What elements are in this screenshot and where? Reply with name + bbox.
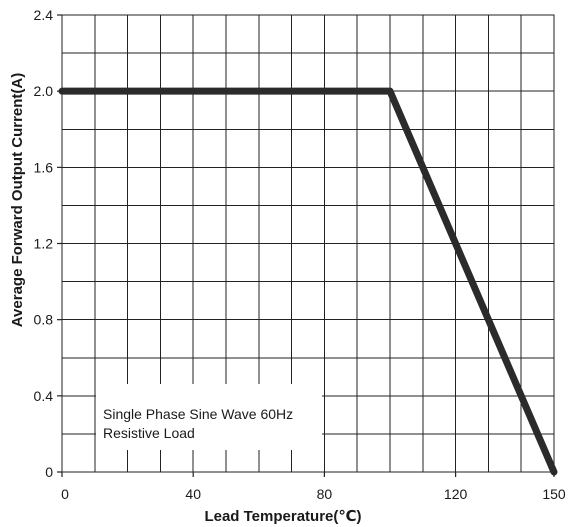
x-tick-label: 40 [185, 486, 201, 502]
annotation-line-1: Single Phase Sine Wave 60Hz [103, 406, 293, 422]
y-tick-label: 1.2 [34, 236, 54, 252]
derating-curve-line [58, 87, 558, 476]
y-tick-label: 0.8 [34, 312, 54, 328]
series-layer [58, 87, 558, 476]
y-tick-label: 2.4 [34, 7, 54, 23]
y-tick-label: 2.0 [34, 83, 54, 99]
y-tick-label: 0.4 [34, 388, 54, 404]
y-axis-label: Average Forward Output Current(A) [9, 73, 26, 327]
y-tick-label: 0 [45, 464, 53, 480]
x-axis-label: Lead Temperature(℃) [204, 508, 361, 525]
x-tick-label: 150 [542, 486, 566, 502]
x-tick-label: 120 [444, 486, 468, 502]
x-tick-label: 80 [317, 486, 333, 502]
annotation-line-2: Resistive Load [103, 425, 195, 441]
tick-labels: 0 0.4 0.8 1.2 1.6 2.0 2.4 0 40 80 120 150 [34, 7, 566, 502]
x-tick-label: 0 [61, 486, 69, 502]
y-tick-label: 1.6 [34, 159, 54, 175]
annotation-background [96, 384, 322, 450]
